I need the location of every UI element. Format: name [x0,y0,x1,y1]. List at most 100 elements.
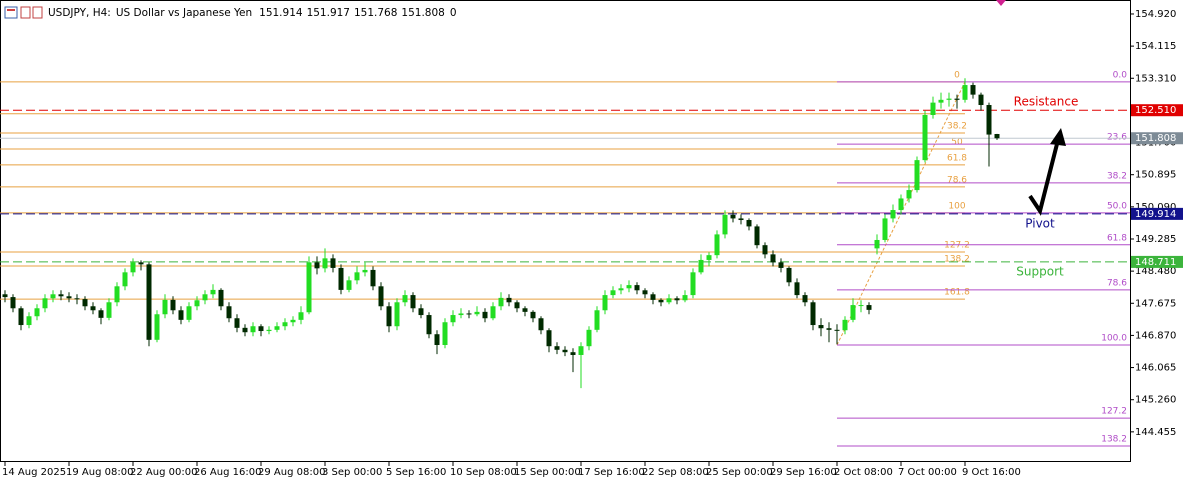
candle-body [2,294,8,298]
candle-body [34,308,40,317]
candle-body [298,312,304,320]
candle-body [882,218,888,240]
candle-body [866,305,872,310]
candle-body [666,298,672,303]
y-tick-label: 149.285 [1135,234,1176,245]
level-name: Resistance [1014,95,1079,109]
candle-body [810,302,816,326]
candle-body [546,330,552,347]
candle-body [626,285,632,289]
low: 151.768 [354,7,397,19]
fib-label: 100 [948,201,965,211]
candle-body [482,311,488,319]
candle-body [74,298,80,300]
candle-body [250,326,256,333]
candle-body [458,313,464,316]
candle-body [330,258,336,268]
candle-body [218,289,224,307]
candle-body [90,306,96,311]
fib-label: 138.2 [944,254,970,264]
price-box-label: 152.510 [1135,105,1176,116]
candle-body [50,294,56,299]
candle-body [586,329,592,347]
candle-body [562,349,568,353]
icon [32,6,43,19]
candle-body [674,298,680,301]
plot-layer: 154.920154.115153.310151.700150.895150.0… [0,9,1183,478]
y-tick-label: 154.115 [1135,41,1176,52]
candle-body [682,295,688,301]
x-tick-label: 15 Sep 00:00 [514,467,581,478]
candle-body [226,306,232,319]
candle-body [106,302,112,318]
candle-body [946,98,952,100]
x-tick-label: 14 Aug 2025 [2,467,66,478]
candle-body [778,262,784,268]
candle-body [66,296,72,299]
candle-body [58,294,64,297]
arrow-line [1028,139,1060,216]
info-value: 0 [450,7,457,19]
level-name: Support [1016,264,1064,278]
candle-body [930,102,936,116]
candle-body [322,258,328,269]
candle-body [754,226,760,246]
candle-body [554,346,560,350]
fib-label: 23.6 [1107,133,1127,143]
x-tick-label: 25 Sep 00:00 [706,467,773,478]
candle-body [714,234,720,256]
candle-body [794,282,800,296]
candle-body [746,220,752,227]
fib-label: 138.2 [1101,435,1127,445]
candle-body [234,318,240,328]
x-tick-label: 7 Oct 00:00 [898,467,957,478]
candle-body [122,272,128,287]
candle-body [570,352,576,355]
candle-body [426,315,432,335]
candle-body [210,289,216,295]
fib-label: 78.6 [947,175,967,185]
x-tick-label: 19 Aug 08:00 [66,467,133,478]
candle-body [906,190,912,199]
candle-body [418,308,424,316]
candle-body [82,299,88,307]
fib-label: 61.8 [947,153,967,163]
y-tick-label: 153.310 [1135,73,1176,84]
candle-body [154,314,160,340]
fib-label: 50.0 [1107,201,1127,211]
price-box [1131,132,1183,145]
candle-body [890,210,896,219]
candle-body [498,297,504,307]
description: US Dollar vs Japanese Yen [116,7,252,19]
y-tick-label: 154.920 [1135,9,1176,20]
icon [4,6,18,19]
x-tick-label: 9 Oct 16:00 [962,467,1021,478]
candle-body [826,328,832,330]
candle-body [506,297,512,303]
candle-body [346,280,352,290]
high: 151.917 [307,7,350,19]
candle-body [410,295,416,309]
price-box [1131,207,1183,220]
fib-label: 100.0 [1101,334,1127,344]
candle-body [186,306,192,320]
candle-body [338,267,344,290]
fib-label: 78.6 [1107,278,1127,288]
candle-body [130,262,136,273]
candle-body [730,214,736,219]
candle-body [202,294,208,301]
fib-label: 127.2 [944,240,970,250]
candle-body [874,239,880,249]
candle-body [386,306,392,327]
arrow [1028,128,1066,216]
candle-body [914,160,920,191]
candle-body [274,326,280,330]
close: 151.808 [401,7,444,19]
x-tick-label: 26 Aug 16:00 [194,467,261,478]
x-tick-label: 2 Oct 08:00 [834,467,893,478]
candle-body [266,329,272,332]
candle-body [178,310,184,320]
candle-body [786,267,792,283]
candle-body [818,325,824,329]
